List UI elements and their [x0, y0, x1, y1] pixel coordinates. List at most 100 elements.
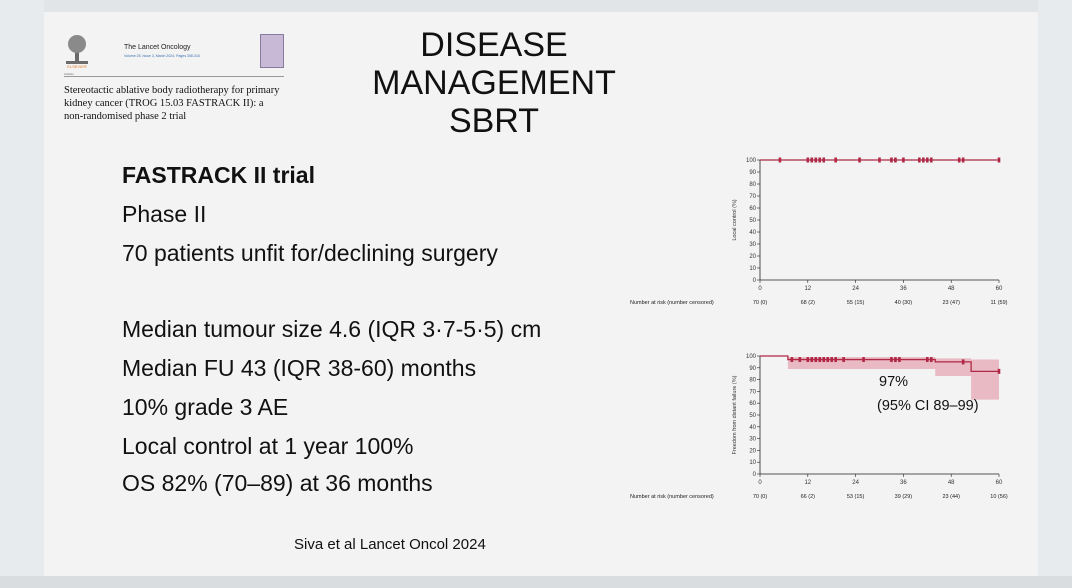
y-tick-label: 40 — [749, 230, 756, 236]
risk-table-value: 10 (56) — [990, 494, 1008, 500]
censor-mark — [926, 157, 929, 163]
risk-table-value: 39 (29) — [895, 494, 913, 500]
censor-mark — [894, 157, 897, 163]
y-tick-label: 10 — [749, 266, 756, 272]
censor-mark — [902, 157, 905, 163]
y-tick-label: 40 — [749, 425, 756, 431]
journal-header: ELSEVIER The Lancet Oncology Volume 25, … — [64, 32, 284, 77]
y-tick-label: 20 — [749, 448, 756, 454]
citation: Siva et al Lancet Oncol 2024 — [294, 536, 486, 553]
window-frame-top — [0, 0, 1072, 12]
censor-mark — [922, 157, 925, 163]
y-tick-label: 80 — [749, 378, 756, 384]
bullet-trial-name: FASTRACK II trial — [122, 162, 315, 188]
slide-title-line2: SBRT — [448, 102, 540, 140]
risk-table-value: 70 (0) — [753, 300, 768, 306]
censor-mark — [818, 157, 822, 163]
risk-table-value: 40 (30) — [895, 300, 913, 306]
slide-title-line1: DISEASE MANAGEMENT — [372, 26, 616, 102]
censor-mark — [834, 357, 837, 363]
bullet-patients: 70 patients unfit for/declining surgery — [122, 240, 498, 266]
x-tick-label: 0 — [758, 480, 762, 486]
y-axis-label: Local control (%) — [732, 199, 738, 240]
y-tick-label: 80 — [749, 182, 756, 188]
censor-mark — [834, 157, 837, 163]
y-tick-label: 50 — [749, 218, 756, 224]
bullet-overall-survival: OS 82% (70–89) at 36 months — [122, 470, 433, 496]
censor-mark — [997, 368, 1001, 374]
publisher-name: ELSEVIER — [67, 64, 87, 69]
survival-curve — [760, 355, 999, 372]
censor-mark — [810, 357, 814, 363]
censor-mark — [890, 157, 893, 163]
censor-mark — [929, 157, 933, 163]
censor-mark — [810, 157, 814, 163]
censor-mark — [890, 357, 893, 363]
window-frame-right — [1038, 0, 1072, 588]
censor-mark — [997, 157, 1001, 163]
ci-band — [760, 356, 999, 400]
elsevier-logo-icon: ELSEVIER — [66, 35, 88, 69]
slide-title: DISEASE MANAGEMENT SBRT — [294, 26, 694, 140]
ci-annotation-line: 97% — [879, 374, 908, 390]
y-tick-label: 50 — [749, 413, 756, 419]
censor-mark — [822, 357, 826, 363]
article-title: Stereotactic ablative body radiotherapy … — [64, 85, 280, 122]
x-tick-label: 12 — [804, 480, 811, 486]
censor-mark — [814, 157, 818, 163]
y-tick-label: 0 — [753, 278, 757, 284]
risk-table-value: 70 (0) — [753, 494, 768, 500]
article-type-label: Articles — [64, 72, 74, 76]
censor-mark — [806, 357, 810, 363]
risk-table-label: Number at risk (number censored) — [630, 494, 714, 500]
y-axis-label: Freedom from distant failure (%) — [732, 375, 738, 454]
local-control-km-chart: 0 10 20 30 40 50 60 70 80 90 100 0 12 24 36 48 60 Local c… — [630, 157, 1008, 306]
censor-mark — [894, 357, 897, 363]
y-tick-label: 70 — [749, 389, 756, 395]
x-tick-label: 48 — [948, 286, 955, 292]
risk-table-value: 11 (59) — [990, 300, 1007, 306]
presentation-slide: ELSEVIER The Lancet Oncology Volume 25, … — [44, 12, 1038, 576]
censor-mark — [918, 157, 921, 163]
x-tick-label: 48 — [948, 480, 955, 486]
censor-mark — [858, 157, 861, 163]
bullet-adverse-events: 10% grade 3 AE — [122, 394, 289, 420]
censor-mark — [878, 157, 881, 163]
bullet-local-control: Local control at 1 year 100% — [122, 433, 414, 459]
censor-mark — [862, 357, 865, 363]
risk-table-value: 23 (44) — [942, 494, 960, 500]
censor-mark — [790, 357, 794, 363]
x-tick-label: 60 — [996, 480, 1003, 486]
bullet-phase: Phase II — [122, 201, 207, 227]
y-tick-label: 60 — [749, 206, 756, 212]
risk-table-value: 66 (2) — [801, 494, 816, 500]
bullet-follow-up: Median FU 43 (IQR 38-60) months — [122, 355, 477, 381]
y-tick-label: 30 — [749, 242, 756, 248]
censor-mark — [926, 357, 929, 363]
risk-table-value: 53 (15) — [847, 494, 865, 500]
x-tick-label: 12 — [804, 286, 811, 292]
y-tick-label: 70 — [749, 194, 756, 200]
censor-mark — [814, 357, 818, 363]
censor-mark — [957, 157, 961, 163]
risk-table-value: 68 (2) — [801, 300, 816, 306]
censor-mark — [778, 157, 782, 163]
y-tick-label: 100 — [746, 158, 757, 164]
bullet-tumour-size: Median tumour size 4.6 (IQR 3·7-5·5) cm — [122, 316, 542, 342]
x-tick-label: 60 — [996, 286, 1003, 292]
y-tick-label: 20 — [749, 254, 756, 260]
x-tick-label: 0 — [758, 286, 762, 292]
y-tick-label: 90 — [749, 170, 756, 176]
censor-mark — [842, 357, 845, 363]
distant-failure-km-chart: 0 10 20 30 40 50 60 70 80 90 100 0 12 24 36 48 60 Freedom… — [630, 354, 1008, 500]
x-tick-label: 36 — [900, 286, 907, 292]
risk-table-value: 23 (47) — [942, 300, 960, 306]
censor-mark — [826, 357, 830, 363]
x-tick-label: 24 — [852, 286, 859, 292]
censor-mark — [818, 357, 822, 363]
censor-mark — [830, 357, 833, 363]
y-tick-label: 100 — [746, 354, 757, 360]
ci-annotation-line: (95% CI 89–99) — [877, 398, 979, 414]
y-tick-label: 0 — [753, 472, 757, 478]
censor-mark — [898, 357, 901, 363]
